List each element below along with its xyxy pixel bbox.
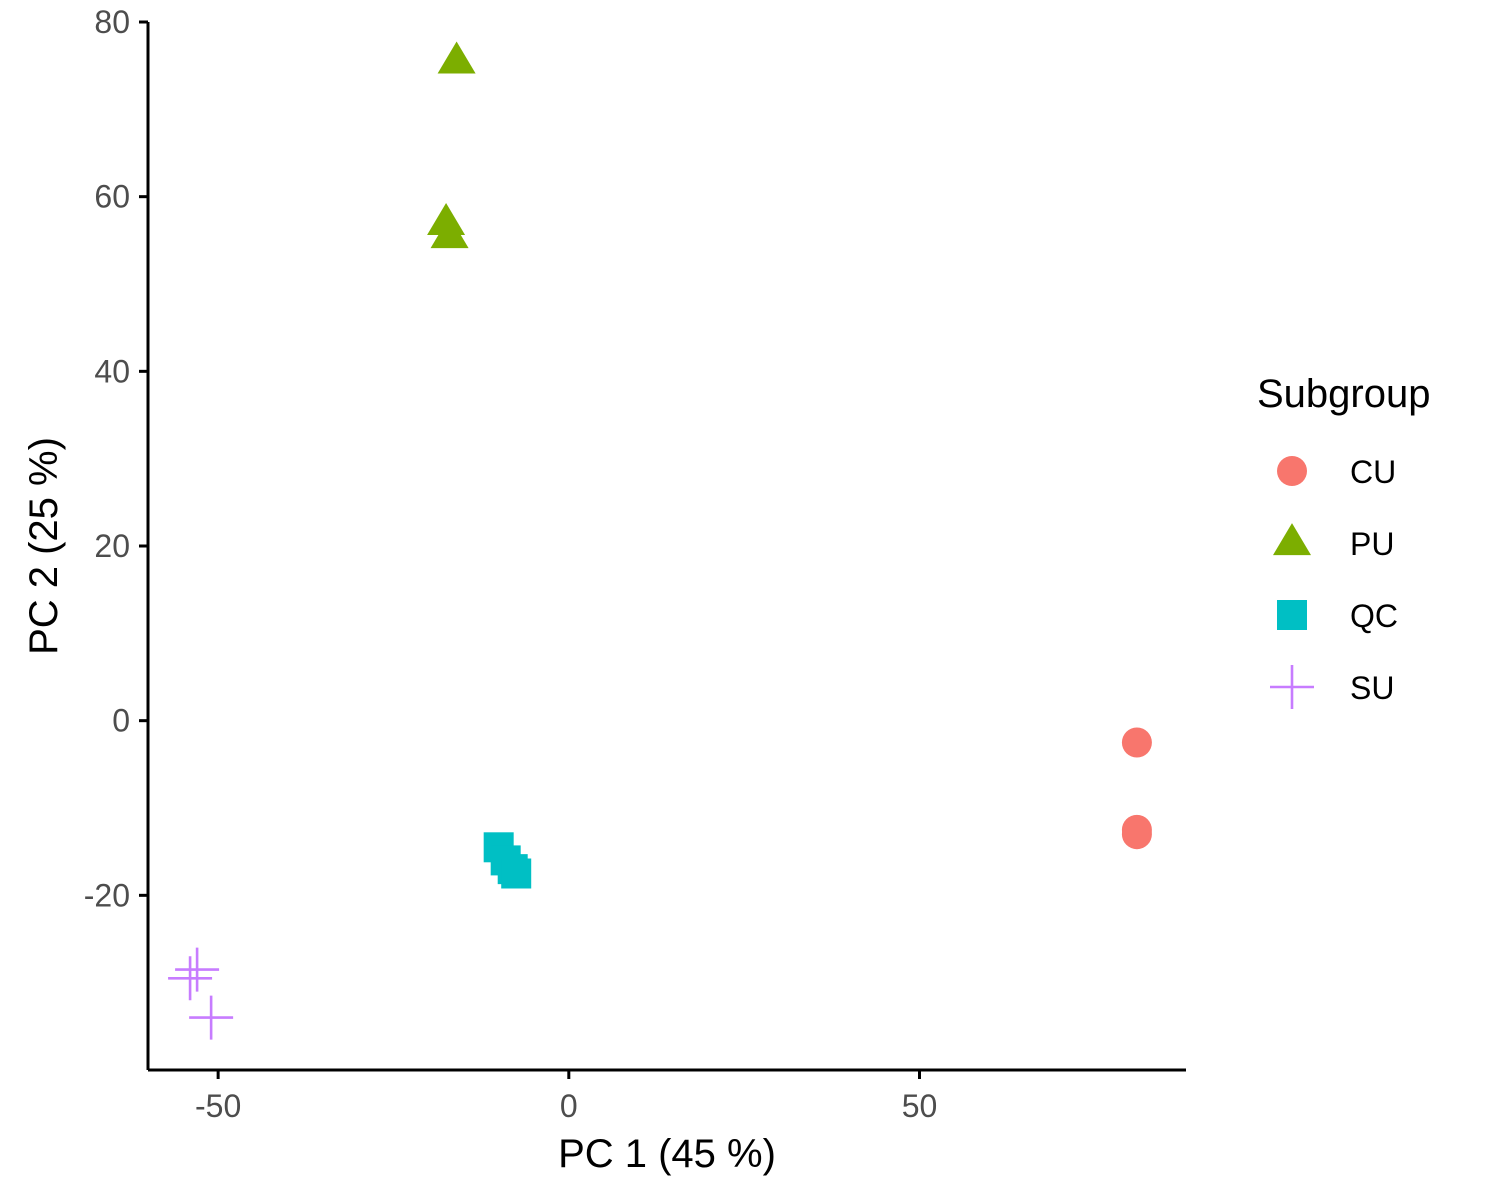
legend-title: Subgroup xyxy=(1257,372,1430,416)
legend-label-cu: CU xyxy=(1350,454,1396,490)
x-tick-label: -50 xyxy=(195,1088,241,1124)
legend-key-pu xyxy=(1273,523,1311,556)
x-axis-title: PC 1 (45 %) xyxy=(558,1132,776,1176)
point-pu xyxy=(430,216,469,249)
y-tick-label: 0 xyxy=(112,703,130,739)
legend-key-cu xyxy=(1277,456,1307,486)
point-cu xyxy=(1121,819,1152,850)
x-tick-label: 50 xyxy=(902,1088,938,1124)
x-tick-label: 0 xyxy=(560,1088,578,1124)
legend-label-pu: PU xyxy=(1350,526,1394,562)
y-axis-ticks: -20 0 20 40 60 80 xyxy=(84,4,148,913)
y-tick-label: 40 xyxy=(94,353,130,389)
points-layer xyxy=(168,41,1152,1040)
point-cu xyxy=(1121,727,1152,758)
point-su xyxy=(189,995,234,1040)
legend-label-su: SU xyxy=(1350,670,1394,706)
legend-key-qc xyxy=(1277,600,1307,630)
point-qc xyxy=(501,858,532,889)
point-su xyxy=(175,947,220,992)
point-pu xyxy=(437,41,476,74)
legend-key-su xyxy=(1270,665,1314,709)
plot-area: -50 0 50 -20 0 20 40 60 80 xyxy=(84,4,1186,1124)
legend: Subgroup CU PU QC SU xyxy=(1257,372,1430,709)
y-tick-label: -20 xyxy=(84,877,130,913)
legend-items: CU PU QC SU xyxy=(1270,454,1398,709)
x-axis-ticks: -50 0 50 xyxy=(195,1070,937,1124)
y-tick-label: 60 xyxy=(94,179,130,215)
point-su xyxy=(168,956,213,1001)
y-tick-label: 20 xyxy=(94,528,130,564)
y-tick-label: 80 xyxy=(94,4,130,40)
legend-label-qc: QC xyxy=(1350,598,1398,634)
y-axis-title: PC 2 (25 %) xyxy=(22,437,66,655)
